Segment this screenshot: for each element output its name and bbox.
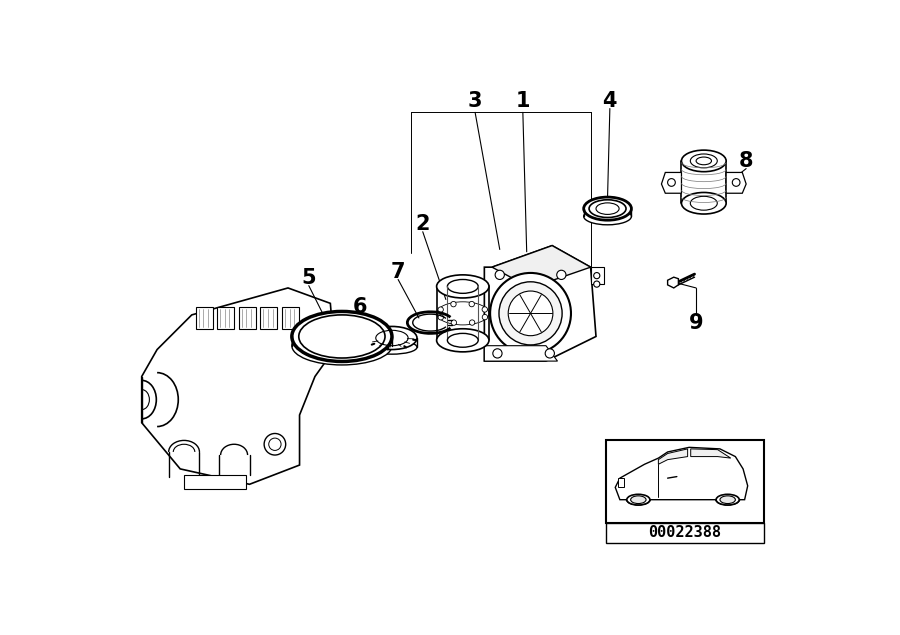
Ellipse shape bbox=[626, 494, 650, 505]
Ellipse shape bbox=[584, 197, 632, 220]
Bar bbox=[238, 307, 256, 329]
Bar bbox=[217, 307, 234, 329]
Polygon shape bbox=[484, 345, 557, 361]
Bar bbox=[260, 307, 277, 329]
Ellipse shape bbox=[508, 291, 553, 336]
Ellipse shape bbox=[292, 326, 392, 365]
Text: 00022388: 00022388 bbox=[648, 525, 722, 540]
Bar bbox=[282, 307, 299, 329]
Polygon shape bbox=[141, 288, 334, 485]
Ellipse shape bbox=[499, 282, 562, 345]
Ellipse shape bbox=[367, 340, 417, 354]
Ellipse shape bbox=[631, 496, 646, 504]
Ellipse shape bbox=[681, 150, 726, 171]
Circle shape bbox=[545, 349, 554, 358]
Circle shape bbox=[438, 307, 444, 312]
Text: 3: 3 bbox=[468, 91, 482, 111]
Circle shape bbox=[482, 314, 488, 320]
Circle shape bbox=[451, 302, 456, 307]
Text: 1: 1 bbox=[516, 91, 530, 111]
Text: 5: 5 bbox=[302, 268, 316, 288]
Ellipse shape bbox=[720, 496, 735, 504]
Ellipse shape bbox=[716, 494, 739, 505]
Ellipse shape bbox=[292, 311, 392, 361]
Circle shape bbox=[264, 434, 285, 455]
Ellipse shape bbox=[690, 196, 717, 210]
Ellipse shape bbox=[584, 208, 632, 225]
Ellipse shape bbox=[447, 333, 478, 347]
Circle shape bbox=[451, 320, 456, 325]
Polygon shape bbox=[659, 449, 688, 464]
Polygon shape bbox=[726, 173, 746, 193]
Ellipse shape bbox=[447, 279, 478, 293]
Circle shape bbox=[557, 271, 566, 279]
Polygon shape bbox=[690, 449, 731, 458]
Circle shape bbox=[594, 272, 599, 279]
Text: 7: 7 bbox=[391, 262, 405, 282]
Text: 8: 8 bbox=[739, 151, 753, 171]
Bar bbox=[606, 439, 764, 523]
Circle shape bbox=[733, 178, 740, 186]
Polygon shape bbox=[492, 246, 590, 288]
Ellipse shape bbox=[681, 192, 726, 214]
Polygon shape bbox=[590, 267, 604, 284]
Bar bbox=[617, 478, 624, 488]
Text: 9: 9 bbox=[688, 312, 704, 333]
Ellipse shape bbox=[436, 329, 489, 352]
Circle shape bbox=[269, 438, 281, 450]
Bar bbox=[195, 307, 212, 329]
Bar bbox=[184, 475, 246, 489]
Text: 4: 4 bbox=[603, 91, 617, 111]
Polygon shape bbox=[668, 277, 679, 288]
Circle shape bbox=[495, 271, 504, 279]
Polygon shape bbox=[484, 246, 596, 361]
Polygon shape bbox=[616, 447, 748, 500]
Ellipse shape bbox=[367, 326, 417, 349]
Circle shape bbox=[470, 320, 475, 325]
Text: 6: 6 bbox=[353, 297, 367, 318]
Circle shape bbox=[594, 281, 599, 287]
Circle shape bbox=[493, 349, 502, 358]
Bar bbox=[606, 523, 764, 543]
Polygon shape bbox=[662, 173, 681, 193]
Ellipse shape bbox=[690, 154, 717, 168]
Text: 2: 2 bbox=[416, 214, 430, 234]
Ellipse shape bbox=[590, 200, 626, 218]
Circle shape bbox=[438, 314, 444, 320]
Ellipse shape bbox=[436, 275, 489, 298]
Circle shape bbox=[469, 302, 474, 307]
Circle shape bbox=[482, 307, 488, 312]
Ellipse shape bbox=[491, 273, 571, 354]
Circle shape bbox=[668, 178, 675, 186]
